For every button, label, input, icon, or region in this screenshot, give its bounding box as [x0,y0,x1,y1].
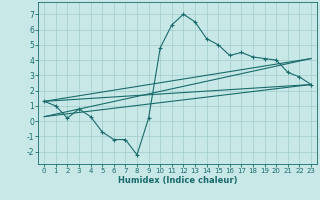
X-axis label: Humidex (Indice chaleur): Humidex (Indice chaleur) [118,176,237,185]
